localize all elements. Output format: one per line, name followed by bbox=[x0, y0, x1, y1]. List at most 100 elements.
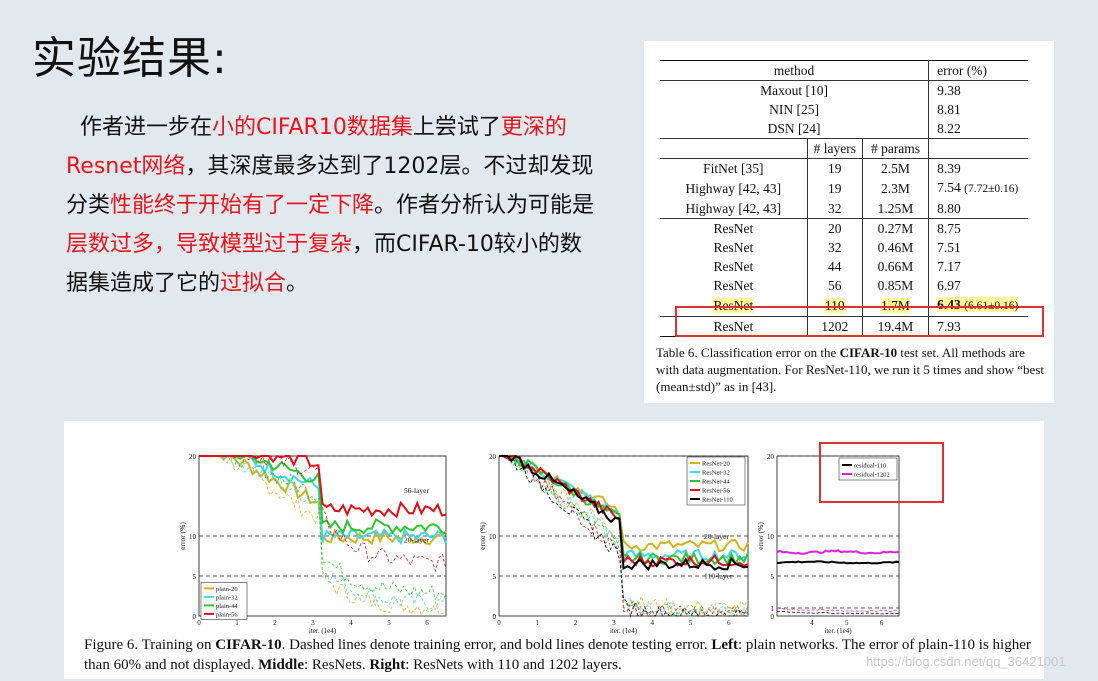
x-tick-label: 6 bbox=[425, 619, 429, 627]
y-tick-label: 0 bbox=[771, 613, 775, 621]
x-axis-label: iter. (1e4) bbox=[824, 627, 852, 635]
train-curve-1202 bbox=[776, 607, 900, 613]
highlight-box-resnet-1202 bbox=[675, 306, 1044, 337]
train-curve-110 bbox=[777, 611, 900, 615]
x-tick-label: 1 bbox=[235, 619, 239, 627]
plot-left: 0 5 10 20 0 1 2 3 4 5 6 iter. (1e4) error (%) 56-laye… bbox=[178, 453, 447, 635]
y-axis-label: error (%) bbox=[178, 522, 187, 550]
legend-label: plain-20 bbox=[216, 586, 238, 593]
plot-right: 01 5 10 20 4 5 6 iter. (1e4) error (%) residual-1… bbox=[756, 453, 900, 635]
annotation: 110-layer bbox=[704, 571, 733, 580]
y-tick-label: 10 bbox=[767, 533, 775, 541]
table-row: ResNet 1202 19.4M 7.93 bbox=[660, 316, 1028, 337]
table-row: Highway [42, 43] 19 2.3M 7.54 (7.72±0.16… bbox=[660, 178, 1028, 199]
y-tick-label: 5 bbox=[193, 573, 197, 581]
y-tick-label: 20 bbox=[767, 453, 775, 461]
figure-caption: Figure 6. Training on CIFAR-10. Dashed l… bbox=[84, 637, 1031, 673]
table-row: Highway [42, 43] 32 1.25M 8.80 bbox=[660, 199, 1028, 219]
train-curve bbox=[199, 455, 447, 573]
legend-box bbox=[838, 457, 898, 481]
y-tick-label: 10 bbox=[189, 533, 197, 541]
highlighted-text: 过拟合 bbox=[220, 271, 287, 296]
results-table-panel: method error (%) Maxout [10] 9.38 NIN [2… bbox=[644, 41, 1054, 403]
x-tick-label: 3 bbox=[612, 619, 616, 627]
legend-label: residual-1202 bbox=[854, 472, 890, 479]
paragraph-text: ，而CIFAR-10较小的数据集造成了它的 bbox=[66, 232, 582, 296]
y-axis-label: error (%) bbox=[756, 522, 765, 550]
test-curve bbox=[499, 454, 749, 572]
x-tick-label: 5 bbox=[845, 619, 849, 627]
table-row: ResNet 44 0.66M 7.17 bbox=[660, 257, 1028, 276]
x-tick-label: 1 bbox=[536, 619, 540, 627]
y-tick-label: 1 bbox=[771, 605, 775, 613]
highlighted-text: 更深的Resnet网络 bbox=[66, 115, 567, 179]
table-row: DSN [24] 8.22 bbox=[660, 119, 1028, 139]
annotation: 56-layer bbox=[404, 486, 429, 495]
x-tick-label: 6 bbox=[880, 619, 884, 627]
x-tick-label: 4 bbox=[650, 619, 654, 627]
x-tick-label: 0 bbox=[497, 619, 501, 627]
paragraph-text: 作者进一步在 bbox=[80, 115, 213, 140]
y-tick-label: 0 bbox=[193, 613, 197, 621]
train-curve bbox=[199, 455, 447, 601]
subheader-params: # params bbox=[862, 138, 930, 159]
header-error: error (%) bbox=[928, 60, 1028, 81]
x-tick-label: 5 bbox=[387, 619, 391, 627]
watermark: https://blog.csdn.net/qq_36421001 bbox=[866, 654, 1066, 669]
paragraph-text: ，其深度最多达到了1202层。不过却发现分类 bbox=[66, 154, 594, 218]
legend-label: ResNet-32 bbox=[702, 470, 730, 477]
table-row-highlighted: ResNet 110 1.7M 6.43 (6.61±0.16) bbox=[660, 295, 1028, 317]
x-tick-label: 2 bbox=[273, 619, 277, 627]
paragraph-text: 上尝试了 bbox=[412, 115, 501, 140]
train-curve bbox=[499, 455, 749, 618]
legend: residual-110 residual-1202 bbox=[838, 457, 898, 481]
y-tick-label: 20 bbox=[489, 453, 497, 461]
paragraph-text: 。 bbox=[286, 271, 309, 296]
table-row: FitNet [35] 19 2.5M 8.39 bbox=[660, 158, 1028, 178]
y-tick-label: 5 bbox=[493, 573, 497, 581]
table-row: Maxout [10] 9.38 bbox=[660, 80, 1028, 100]
train-curve bbox=[199, 455, 447, 611]
x-axis-label: iter. (1e4) bbox=[309, 627, 337, 635]
legend-label: ResNet-56 bbox=[702, 488, 731, 495]
x-tick-label: 0 bbox=[197, 619, 201, 627]
legend-label: residual-110 bbox=[854, 463, 886, 470]
legend-label: plain-44 bbox=[216, 603, 238, 610]
legend-label: ResNet-44 bbox=[702, 479, 731, 486]
test-curve-110 bbox=[777, 560, 900, 565]
train-curve bbox=[199, 455, 447, 617]
y-axis-label: error (%) bbox=[478, 522, 487, 550]
x-tick-label: 3 bbox=[311, 619, 315, 627]
y-tick-label: 0 bbox=[493, 613, 497, 621]
plot-middle: 0 5 10 20 0 1 2 3 4 5 6 iter. (1e4) error (%) 20-laye… bbox=[478, 453, 749, 635]
table-header-row: method error (%) bbox=[660, 60, 1028, 81]
train-curve bbox=[499, 454, 749, 616]
annotation: 20-layer bbox=[404, 535, 429, 544]
highlighted-text: 性能终于开始有了一定下降 bbox=[110, 193, 375, 218]
table-row: ResNet 32 0.46M 7.51 bbox=[660, 238, 1028, 257]
table-caption: Table 6. Classification error on the CIF… bbox=[656, 345, 1045, 394]
legend: ResNet-20 ResNet-32 ResNet-44 ResNet-56 ResN… bbox=[686, 456, 746, 506]
results-table: method error (%) Maxout [10] 9.38 NIN [2… bbox=[660, 60, 1028, 337]
test-curve-1202 bbox=[776, 549, 900, 555]
y-tick-label: 10 bbox=[489, 533, 497, 541]
subheader-layers: # layers bbox=[807, 138, 863, 159]
legend-label: ResNet-110 bbox=[702, 497, 733, 504]
training-curves-figure: 0 5 10 20 0 1 2 3 4 5 6 iter. (1e4) error (%) 56-laye… bbox=[64, 421, 1044, 679]
legend-label: plain-56 bbox=[216, 611, 238, 618]
header-method: method bbox=[660, 60, 930, 81]
x-tick-label: 6 bbox=[727, 619, 731, 627]
highlight-box-legend bbox=[819, 442, 944, 503]
table-row: ResNet 20 0.27M 8.75 bbox=[660, 218, 1028, 238]
paragraph-text: 。作者分析认为可能是 bbox=[374, 193, 595, 218]
table-subheader-row: # layers # params bbox=[660, 138, 1028, 159]
x-tick-label: 4 bbox=[810, 619, 814, 627]
legend-label: ResNet-20 bbox=[702, 461, 730, 468]
y-tick-label: 20 bbox=[189, 453, 197, 461]
highlighted-text: 小的CIFAR10数据集 bbox=[212, 115, 413, 140]
legend-label: plain-32 bbox=[216, 594, 238, 601]
test-curve bbox=[199, 455, 447, 535]
x-tick-label: 4 bbox=[349, 619, 353, 627]
